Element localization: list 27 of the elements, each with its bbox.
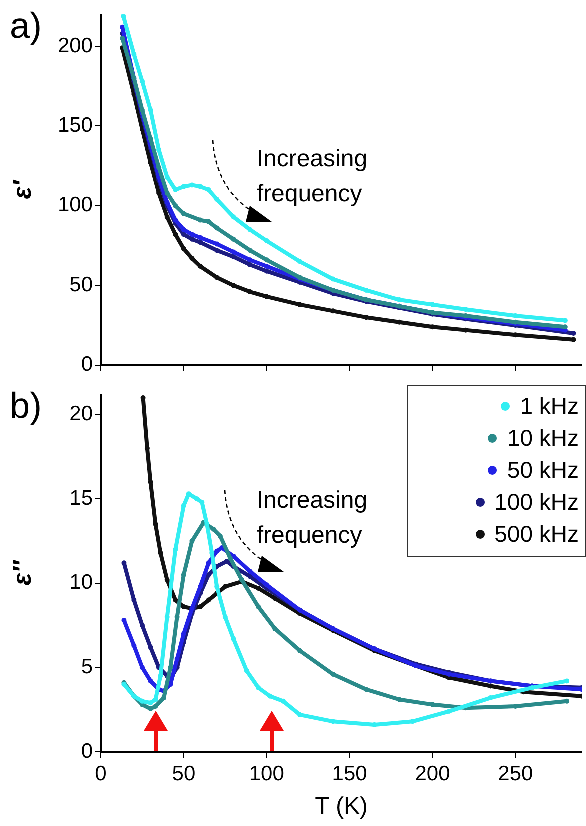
chart-title: a): [10, 4, 42, 46]
annotation: Increasing frequency: [256, 486, 368, 549]
y-tick-label: 150: [58, 114, 93, 138]
legend-label: 500 kHz: [494, 520, 579, 548]
x-tick-label: 100: [249, 762, 284, 786]
x-axis-title: T (K): [315, 793, 368, 820]
annotation: Increasing frequency: [256, 146, 368, 208]
y-tick-label: 50: [70, 273, 93, 296]
y-axis-title: ε″: [6, 559, 37, 586]
y-tick-label: 20: [70, 402, 93, 426]
legend-label: 100 kHz: [494, 488, 579, 516]
legend-label: 50 kHz: [507, 456, 579, 484]
x-tick-label: 50: [172, 762, 196, 786]
x-tick-label: 250: [498, 762, 534, 786]
y-tick-label: 0: [81, 740, 93, 763]
y-tick-label: 0: [81, 353, 93, 376]
y-tick-label: 5: [81, 656, 93, 679]
y-tick-label: 200: [58, 34, 93, 58]
y-tick-label: 15: [70, 486, 93, 510]
x-tick-label: 200: [415, 762, 450, 786]
y-axis-title: ε′: [6, 178, 37, 200]
x-tick-label: 150: [332, 762, 368, 786]
chart-title: b): [10, 384, 42, 426]
legend-label: 1 kHz: [520, 392, 579, 420]
y-tick-label: 100: [58, 194, 93, 217]
legend-label: 10 kHz: [507, 424, 579, 452]
y-tick-label: 10: [70, 571, 93, 594]
